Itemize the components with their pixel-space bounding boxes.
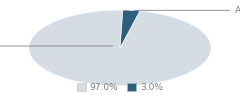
- Text: ASIAN: ASIAN: [134, 6, 240, 15]
- Text: WHITE: WHITE: [0, 42, 113, 50]
- Wedge shape: [29, 10, 211, 86]
- Legend: 97.0%, 3.0%: 97.0%, 3.0%: [73, 79, 167, 95]
- Wedge shape: [120, 10, 140, 48]
